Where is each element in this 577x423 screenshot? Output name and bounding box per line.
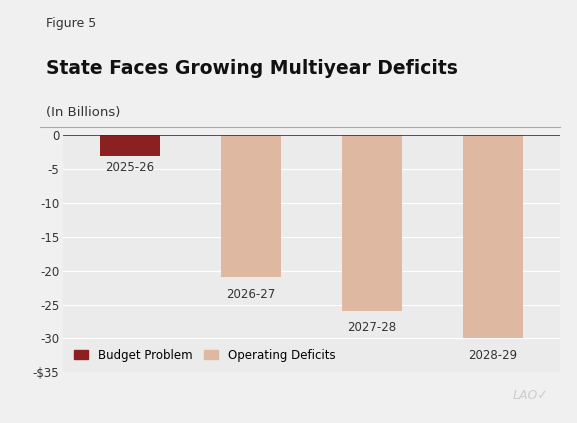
Legend: Budget Problem, Operating Deficits: Budget Problem, Operating Deficits — [69, 344, 340, 366]
Bar — [221, 135, 282, 277]
Text: 2028-29: 2028-29 — [469, 349, 518, 362]
Bar — [342, 135, 402, 311]
Text: 2025-26: 2025-26 — [106, 161, 155, 174]
Text: Figure 5: Figure 5 — [46, 17, 96, 30]
Text: LAO✓: LAO✓ — [512, 389, 548, 402]
Text: 2027-28: 2027-28 — [347, 321, 396, 335]
Text: State Faces Growing Multiyear Deficits: State Faces Growing Multiyear Deficits — [46, 59, 458, 78]
Text: (In Billions): (In Billions) — [46, 106, 121, 119]
Text: 2026-27: 2026-27 — [226, 288, 276, 301]
Bar — [463, 135, 523, 338]
Bar — [100, 135, 160, 156]
